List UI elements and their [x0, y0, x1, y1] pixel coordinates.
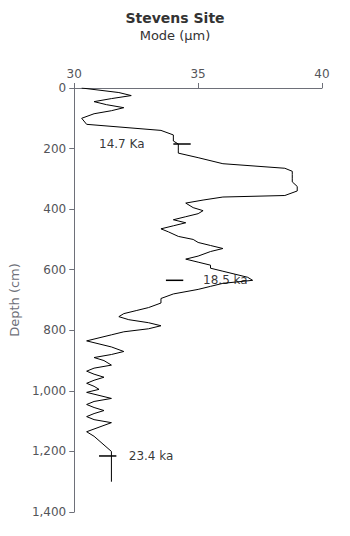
svg-text:30: 30	[67, 67, 82, 81]
svg-text:Mode (μm): Mode (μm)	[140, 28, 211, 43]
svg-text:1,200: 1,200	[32, 444, 66, 458]
svg-text:1,400: 1,400	[32, 505, 66, 519]
svg-text:600: 600	[43, 263, 66, 277]
svg-text:35: 35	[190, 67, 205, 81]
svg-text:200: 200	[43, 142, 66, 156]
svg-text:400: 400	[43, 202, 66, 216]
svg-text:1,000: 1,000	[32, 384, 66, 398]
svg-text:18.5 ka: 18.5 ka	[203, 273, 248, 288]
svg-text:0: 0	[59, 81, 67, 95]
svg-text:Depth (cm): Depth (cm)	[7, 263, 22, 337]
svg-text:23.4 ka: 23.4 ka	[129, 449, 174, 463]
svg-text:800: 800	[43, 323, 66, 337]
svg-text:40: 40	[314, 67, 329, 81]
svg-text:Stevens Site: Stevens Site	[125, 10, 224, 26]
svg-text:14.7 Ka: 14.7 Ka	[99, 137, 145, 151]
